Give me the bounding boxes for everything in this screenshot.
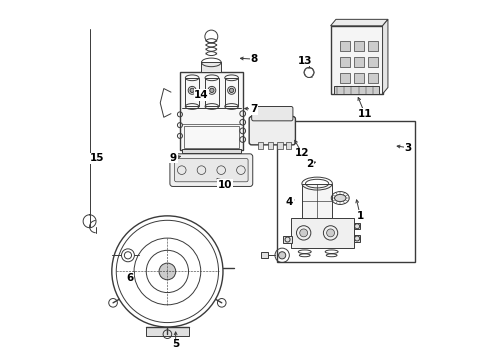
Bar (276, 121, 414, 262)
Text: 8: 8 (250, 54, 257, 64)
Bar (367, 41, 378, 51)
Bar (285, 141, 290, 149)
Text: 6: 6 (126, 273, 133, 283)
Text: 15: 15 (90, 153, 104, 163)
Bar (182, 149, 241, 153)
Text: 12: 12 (294, 148, 308, 158)
Text: 2: 2 (305, 159, 313, 169)
Circle shape (190, 88, 194, 93)
Bar (353, 235, 360, 242)
Text: 1: 1 (356, 211, 363, 221)
Text: 7: 7 (249, 104, 257, 114)
FancyBboxPatch shape (251, 107, 292, 121)
Bar (333, 86, 378, 94)
Bar (330, 26, 382, 94)
Text: 9: 9 (170, 153, 177, 163)
Text: 5: 5 (172, 339, 179, 349)
Bar (267, 141, 272, 149)
FancyBboxPatch shape (174, 158, 247, 182)
Text: 13: 13 (298, 56, 312, 66)
Circle shape (209, 88, 214, 93)
Bar (290, 218, 353, 248)
FancyBboxPatch shape (169, 154, 252, 186)
Text: 10: 10 (217, 180, 231, 190)
Circle shape (299, 229, 307, 237)
Bar (353, 41, 363, 51)
Bar (260, 252, 267, 258)
Circle shape (159, 263, 175, 280)
Text: 3: 3 (404, 143, 411, 153)
Bar (201, 62, 221, 72)
Bar (353, 223, 360, 229)
Bar (183, 126, 239, 148)
Bar (367, 57, 378, 67)
Bar (277, 141, 282, 149)
Circle shape (326, 229, 334, 237)
Polygon shape (330, 19, 387, 26)
Circle shape (278, 252, 285, 259)
Bar (353, 73, 363, 83)
Ellipse shape (334, 194, 346, 202)
Bar (204, 78, 218, 107)
Bar (185, 78, 199, 107)
Text: 14: 14 (194, 90, 208, 100)
Circle shape (229, 88, 233, 93)
Bar (145, 327, 188, 336)
Bar (339, 57, 349, 67)
Text: 4: 4 (285, 197, 292, 207)
Bar (283, 236, 291, 243)
Bar (224, 78, 238, 107)
Bar (339, 73, 349, 83)
FancyBboxPatch shape (249, 117, 295, 145)
Bar (339, 41, 349, 51)
Bar (180, 72, 242, 149)
Bar (301, 184, 332, 218)
Bar (367, 73, 378, 83)
Bar (258, 141, 263, 149)
Polygon shape (382, 19, 387, 94)
Text: 11: 11 (357, 109, 371, 119)
Bar (353, 57, 363, 67)
